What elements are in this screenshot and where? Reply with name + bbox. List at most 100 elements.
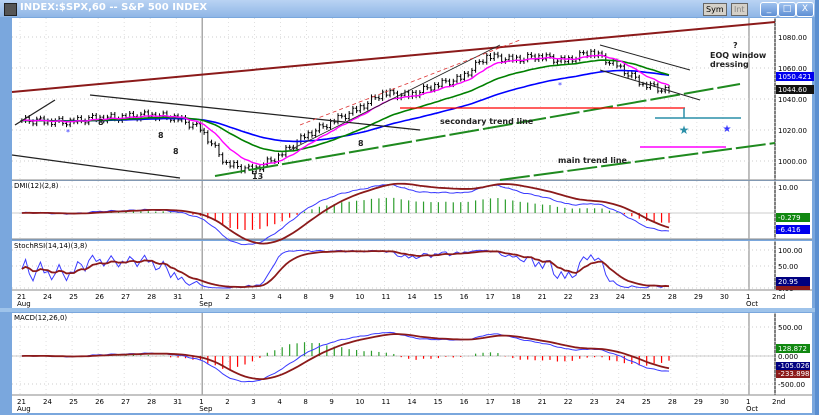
date-axis-tick: 29	[694, 398, 703, 406]
month-axis-label: Sep	[199, 300, 213, 308]
date-axis-tick: 22	[564, 398, 573, 406]
date-axis-tick: 15	[434, 293, 443, 301]
app-icon	[4, 3, 17, 16]
close-value: 1044.60	[778, 86, 807, 94]
macd-hist-tag	[776, 344, 810, 353]
rising-channel-line	[289, 44, 501, 151]
date-axis-tick: 21	[17, 398, 26, 406]
date-axis-tick: 17	[486, 398, 495, 406]
date-axis-tick: 28	[668, 293, 677, 301]
pane-separator	[0, 308, 815, 312]
date-axis-tick: 1	[199, 398, 203, 406]
date-axis-tick: 30	[720, 293, 729, 301]
signal-value-tag	[776, 213, 810, 222]
date-axis-tick: 4	[277, 398, 282, 406]
date-axis-tick: 1	[746, 398, 750, 406]
stoch-d-line	[21, 250, 670, 288]
indicator-axis-tick: 50.00	[778, 263, 798, 271]
date-axis-tick: 21	[538, 398, 547, 406]
macd-hist-value: 128.872	[778, 345, 807, 353]
date-axis-tick: 31	[173, 398, 182, 406]
date-axis-tick: 17	[486, 293, 495, 301]
stoch-k-tag	[776, 277, 810, 286]
star-icon: *	[558, 81, 562, 90]
star-icon: ★	[723, 124, 732, 135]
price-axis-tick: 1060.00	[778, 65, 807, 73]
date-axis-tick: 25	[69, 398, 78, 406]
indicator-axis-tick: 10.00	[778, 184, 798, 192]
close-button[interactable]: X	[796, 2, 814, 17]
descending-channel-line	[89, 94, 421, 131]
secondary-trend-line	[214, 83, 741, 177]
date-axis-tick: 2nd	[772, 398, 785, 406]
date-axis-tick: 29	[694, 293, 703, 301]
main-trend-label: main trend line	[558, 156, 628, 165]
macd-panel	[12, 313, 812, 413]
date-axis-tick: 27	[121, 293, 130, 301]
star-icon: ★	[679, 123, 690, 137]
date-axis-tick: 2	[225, 293, 229, 301]
descending-channel-line	[599, 44, 691, 71]
date-axis-tick: 25	[642, 398, 651, 406]
date-axis-tick: 28	[147, 293, 156, 301]
date-axis-tick: 23	[590, 398, 599, 406]
date-axis-tick: 1	[746, 293, 750, 301]
date-axis-tick: 25	[642, 293, 651, 301]
price-axis-tick: 1080.00	[778, 34, 807, 42]
cycle-count-label: 8	[358, 139, 364, 148]
descending-channel-line	[11, 154, 181, 179]
date-axis-tick: 11	[381, 398, 390, 406]
minimize-button[interactable]: _	[760, 2, 778, 17]
secondary-trend-label: secondary trend line	[440, 117, 534, 126]
date-axis-tick: 16	[460, 398, 469, 406]
date-axis-tick: 21	[538, 293, 547, 301]
close-value-tag	[776, 85, 814, 94]
indicator-axis-tick: -500.00	[778, 381, 805, 389]
month-axis-label: Sep	[199, 405, 213, 413]
oscillator-raw-line	[21, 183, 670, 246]
month-axis-label: Aug	[17, 405, 31, 413]
symbol-button[interactable]: Sym	[703, 3, 727, 16]
date-axis-tick: 9	[329, 293, 333, 301]
date-axis-tick: 28	[147, 398, 156, 406]
date-axis-tick: 18	[512, 293, 521, 301]
question-annotation: ?	[733, 41, 738, 50]
date-axis-tick: 24	[616, 398, 625, 406]
oscillator-signal-line	[21, 182, 670, 245]
ma-fast-line	[21, 54, 670, 166]
date-axis-tick: 3	[251, 293, 255, 301]
stochastic-panel	[12, 241, 812, 309]
date-axis-tick: 26	[95, 293, 104, 301]
indicator-axis-tick: 100.00	[778, 247, 803, 255]
signal-value: -0.279	[778, 214, 801, 222]
stoch-k-value: 20.95	[778, 278, 798, 286]
ma-mid-line	[21, 59, 670, 153]
date-axis-tick: 24	[616, 293, 625, 301]
cycle-count-label: 8	[98, 118, 104, 127]
eoq-annotation-line1: EOQ window	[710, 51, 767, 60]
indicator-axis-tick: 0.000	[778, 353, 798, 361]
star-icon: *	[66, 128, 70, 137]
cycle-count-label: 8	[158, 131, 164, 140]
oscillator-label: DMI(12)(2,8)	[14, 182, 59, 190]
ma-value: 1050.421	[778, 73, 811, 81]
title-bar[interactable]: INDEX:$SPX,60 -- S&P 500 INDEX Sym Int _…	[0, 0, 815, 17]
date-axis-tick: 10	[355, 398, 364, 406]
price-axis-tick: 1020.00	[778, 127, 807, 135]
date-axis-tick: 24	[43, 398, 52, 406]
interval-button[interactable]: Int	[731, 3, 748, 16]
date-axis-tick: 26	[95, 398, 104, 406]
month-axis-label: Aug	[17, 300, 31, 308]
date-axis-tick: 24	[43, 293, 52, 301]
maximize-button[interactable]: □	[778, 2, 796, 17]
rising-channel-line	[14, 99, 56, 126]
date-axis-tick: 16	[460, 293, 469, 301]
macd-signal-value: -233.898	[778, 370, 809, 378]
cycle-count-label: 13	[252, 172, 263, 181]
stoch-d-tag	[776, 286, 810, 290]
cycle-count-label: 8	[173, 147, 179, 156]
date-axis-tick: 2nd	[772, 293, 785, 301]
indicator-axis-tick: 500.00	[778, 324, 803, 332]
macd-label: MACD(12,26,0)	[14, 314, 67, 322]
